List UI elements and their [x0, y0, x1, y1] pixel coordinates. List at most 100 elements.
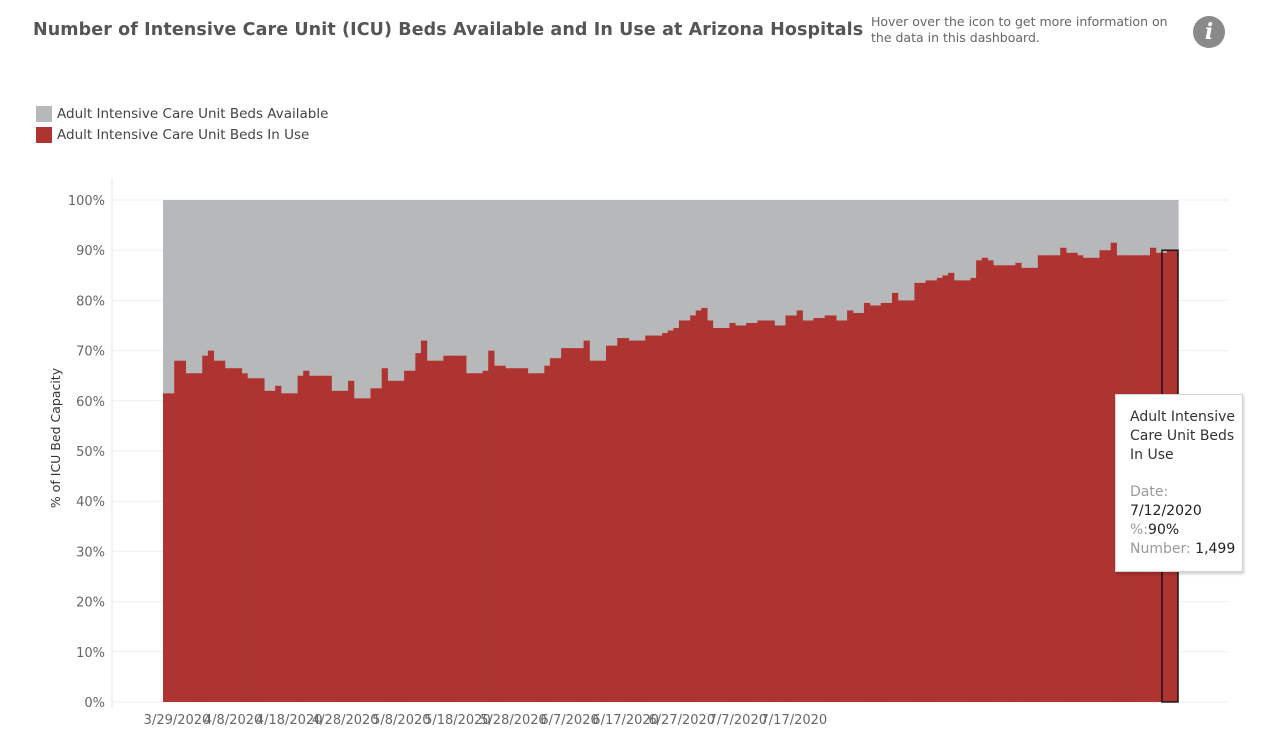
bar-in-use[interactable] — [936, 277, 944, 702]
bar-available[interactable] — [987, 200, 994, 261]
bar-available[interactable] — [1020, 200, 1028, 268]
bar-available[interactable] — [247, 200, 254, 379]
bar-in-use[interactable] — [740, 325, 747, 703]
bar-available[interactable] — [656, 200, 663, 336]
bar-available[interactable] — [510, 200, 517, 369]
bar-in-use[interactable] — [561, 348, 568, 702]
bar-in-use[interactable] — [920, 282, 927, 702]
bar-available[interactable] — [415, 200, 422, 354]
bar-in-use[interactable] — [897, 300, 904, 702]
bar-in-use[interactable] — [376, 388, 383, 702]
bar-in-use[interactable] — [577, 348, 585, 702]
bar-available[interactable] — [269, 200, 276, 391]
bar-available[interactable] — [499, 200, 506, 366]
bar-available[interactable] — [600, 200, 607, 361]
bar-in-use[interactable] — [325, 375, 332, 702]
bar-in-use[interactable] — [880, 302, 887, 702]
bar-in-use[interactable] — [892, 292, 899, 702]
bar-available[interactable] — [168, 200, 175, 394]
bar-in-use[interactable] — [998, 265, 1005, 702]
bar-in-use[interactable] — [796, 310, 803, 702]
bar-in-use[interactable] — [213, 360, 220, 702]
bar-in-use[interactable] — [544, 365, 551, 702]
bar-in-use[interactable] — [763, 320, 770, 702]
bar-available[interactable] — [903, 200, 910, 301]
bar-available[interactable] — [718, 200, 725, 329]
bar-in-use[interactable] — [1088, 257, 1095, 702]
bar-available[interactable] — [785, 200, 792, 316]
bar-in-use[interactable] — [948, 272, 955, 702]
bar-in-use[interactable] — [729, 322, 736, 702]
bar-available[interactable] — [841, 200, 848, 321]
bar-available[interactable] — [740, 200, 747, 326]
bar-in-use[interactable] — [275, 385, 282, 702]
bar-available[interactable] — [639, 200, 646, 341]
bar-available[interactable] — [763, 200, 770, 321]
bar-available[interactable] — [1065, 200, 1073, 253]
bar-in-use[interactable] — [331, 390, 338, 702]
bar-in-use[interactable] — [970, 277, 977, 702]
bar-in-use[interactable] — [1082, 257, 1089, 702]
bar-available[interactable] — [757, 200, 764, 321]
bar-in-use[interactable] — [712, 328, 719, 702]
bar-available[interactable] — [1138, 200, 1145, 256]
bar-available[interactable] — [723, 200, 730, 329]
bar-available[interactable] — [465, 200, 473, 374]
bar-in-use[interactable] — [695, 310, 702, 702]
bar-available[interactable] — [235, 200, 243, 369]
bar-available[interactable] — [706, 200, 714, 321]
bar-available[interactable] — [1133, 200, 1140, 256]
bar-in-use[interactable] — [1020, 267, 1028, 702]
bar-in-use[interactable] — [538, 373, 545, 702]
bar-in-use[interactable] — [482, 370, 489, 702]
bar-in-use[interactable] — [258, 378, 265, 702]
bar-in-use[interactable] — [432, 360, 439, 702]
bar-available[interactable] — [791, 200, 798, 316]
bar-available[interactable] — [387, 200, 394, 381]
bar-available[interactable] — [213, 200, 220, 361]
bar-in-use[interactable] — [359, 398, 366, 702]
bar-in-use[interactable] — [869, 305, 876, 702]
bar-in-use[interactable] — [516, 368, 523, 702]
bar-available[interactable] — [286, 200, 293, 394]
bar-available[interactable] — [662, 200, 669, 334]
bar-available[interactable] — [807, 200, 815, 321]
bar-in-use[interactable] — [1026, 267, 1033, 702]
bar-in-use[interactable] — [594, 360, 602, 702]
bar-in-use[interactable] — [600, 360, 607, 702]
bar-available[interactable] — [611, 200, 618, 346]
bar-in-use[interactable] — [1110, 242, 1117, 703]
bar-in-use[interactable] — [611, 345, 618, 702]
bar-in-use[interactable] — [757, 320, 764, 702]
bar-in-use[interactable] — [348, 380, 355, 702]
bar-available[interactable] — [460, 200, 467, 356]
bar-available[interactable] — [555, 200, 562, 359]
bar-in-use[interactable] — [863, 302, 871, 702]
bar-in-use[interactable] — [415, 353, 422, 702]
bar-available[interactable] — [280, 200, 287, 394]
bar-available[interactable] — [796, 200, 803, 311]
bar-available[interactable] — [533, 200, 540, 374]
bar-available[interactable] — [617, 200, 624, 339]
bar-available[interactable] — [359, 200, 366, 399]
bar-in-use[interactable] — [914, 282, 921, 702]
bar-in-use[interactable] — [1004, 265, 1011, 702]
bar-in-use[interactable] — [303, 370, 310, 702]
bar-available[interactable] — [1099, 200, 1106, 251]
bar-in-use[interactable] — [314, 375, 321, 702]
bar-available[interactable] — [734, 200, 742, 326]
bar-available[interactable] — [1049, 200, 1056, 256]
bar-available[interactable] — [813, 200, 820, 318]
bar-in-use[interactable] — [841, 320, 848, 702]
bar-in-use[interactable] — [1037, 255, 1045, 702]
bar-available[interactable] — [493, 200, 501, 366]
bar-available[interactable] — [712, 200, 719, 329]
bar-in-use[interactable] — [364, 398, 372, 702]
bar-available[interactable] — [1009, 200, 1016, 266]
bar-in-use[interactable] — [807, 320, 815, 702]
bar-available[interactable] — [628, 200, 635, 341]
bar-available[interactable] — [443, 200, 450, 356]
bar-in-use[interactable] — [1071, 252, 1078, 702]
bar-in-use[interactable] — [791, 315, 798, 702]
